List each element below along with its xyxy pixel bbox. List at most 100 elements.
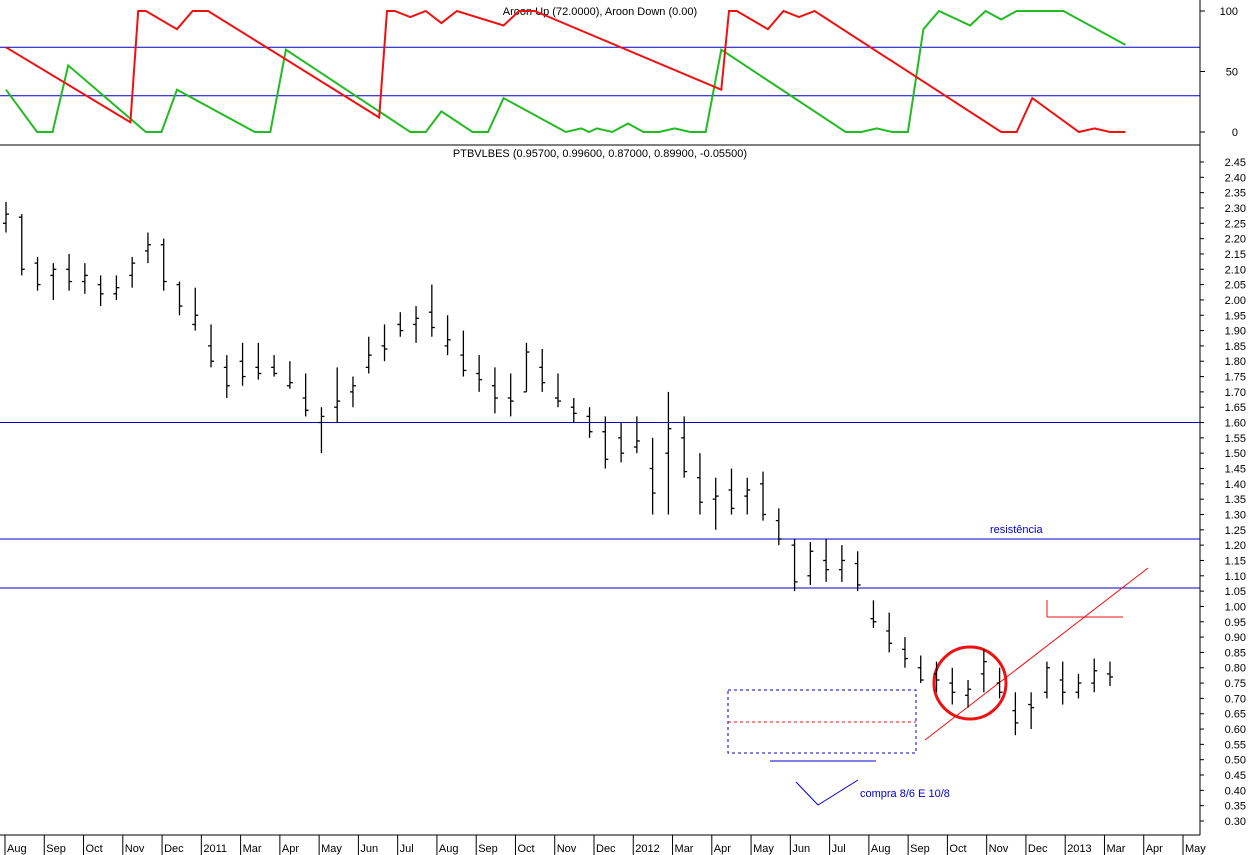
price-y-tick-label: 0.30	[1225, 816, 1246, 828]
ohlc-bar	[1075, 673, 1082, 699]
ohlc-bar	[523, 342, 530, 393]
ohlc-bar	[712, 477, 719, 530]
x-axis-tick-label: Jul	[832, 843, 846, 855]
ohlc-bar	[334, 367, 341, 423]
x-axis-tick-label: Aug	[439, 843, 459, 855]
ohlc-bar	[665, 391, 672, 515]
ohlc-bar	[144, 232, 151, 264]
price-y-tick-label: 0.80	[1225, 663, 1246, 675]
price-y-tick-label: 1.90	[1225, 326, 1246, 338]
ohlc-bar	[681, 416, 688, 478]
price-y-tick-label: 2.00	[1225, 295, 1246, 307]
price-y-tick-label: 2.40	[1225, 172, 1246, 184]
annotation-arrow	[795, 779, 859, 806]
price-y-tick-label: 2.20	[1225, 234, 1246, 246]
x-axis-tick-label: 2012	[635, 843, 659, 855]
ohlc-bar	[18, 214, 25, 276]
ohlc-bar	[223, 355, 230, 399]
ohlc-bar	[996, 667, 1003, 699]
ohlc-bar	[870, 600, 877, 628]
ohlc-bar	[97, 275, 104, 307]
price-y-tick-label: 1.35	[1225, 494, 1246, 506]
ohlc-bar	[476, 355, 483, 392]
price-title: PTBVLBES (0.95700, 0.99600, 0.87000, 0.8…	[453, 148, 747, 160]
price-y-tick-label: 0.40	[1225, 785, 1246, 797]
price-y-tick-label: 0.95	[1225, 617, 1246, 629]
ohlc-bar	[255, 342, 262, 380]
price-y-tick-label: 2.05	[1225, 280, 1246, 292]
price-y-tick-label: 2.10	[1225, 264, 1246, 276]
ohlc-bar	[744, 477, 751, 515]
ohlc-bar	[460, 330, 467, 377]
ohlc-bar	[428, 284, 435, 337]
x-axis: Aug Sep Oct Nov Dec 2011 Mar Apr May Jun Jul Aug Sep…	[4, 835, 1206, 855]
ohlc-bar	[365, 336, 372, 374]
price-y-axis: 2.45 2.40 2.35 2.30 2.25 2.20 2.15 2.10 2.05 2.00…	[1200, 157, 1246, 828]
ohlc-bar	[696, 453, 703, 515]
price-y-tick-label: 0.55	[1225, 739, 1246, 751]
x-axis-tick-label: Mar	[1106, 843, 1125, 855]
aroon-y-tick-label: 100	[1220, 6, 1238, 18]
ohlc-bar	[413, 306, 420, 343]
ohlc-bar	[286, 361, 293, 389]
x-axis-tick-label: Mar	[675, 843, 694, 855]
ohlc-bar	[602, 416, 609, 469]
ohlc-bar	[381, 324, 388, 362]
x-axis-tick-label: Aug	[871, 843, 891, 855]
ohlc-bar	[886, 612, 893, 653]
ohlc-bar	[1043, 661, 1050, 699]
price-y-tick-label: 0.60	[1225, 724, 1246, 736]
ohlc-bar	[633, 416, 640, 454]
aroon-down-line	[5, 9, 1126, 134]
ohlc-bar	[1107, 661, 1113, 687]
ohlc-bar	[66, 253, 73, 291]
ohlc-bar	[586, 407, 593, 438]
price-y-tick-label: 1.10	[1225, 571, 1246, 583]
ohlc-bar	[176, 281, 183, 316]
aroon-up-line	[5, 9, 1126, 134]
price-y-tick-label: 1.50	[1225, 448, 1246, 460]
price-y-tick-label: 1.25	[1225, 525, 1246, 537]
price-y-tick-label: 0.85	[1225, 647, 1246, 659]
uptrend-line	[924, 567, 1149, 741]
highlight-circle	[932, 645, 1008, 721]
price-y-tick-label: 2.35	[1225, 188, 1246, 200]
ohlc-bar	[791, 539, 798, 592]
ohlc-bar	[555, 373, 561, 408]
aroon-y-axis: 100 50 0	[1200, 6, 1238, 139]
ohlc-bar	[302, 373, 309, 417]
ohlc-bar	[1059, 661, 1066, 705]
ohlc-bar	[113, 275, 120, 300]
x-axis-tick-label: Jun	[360, 843, 378, 855]
price-y-tick-label: 0.35	[1225, 801, 1246, 813]
aroon-panel: Aroon Up (72.0000), Aroon Down (0.00) 10…	[0, 6, 1238, 139]
price-y-tick-label: 2.15	[1225, 249, 1246, 261]
ohlc-bar	[318, 407, 325, 454]
x-axis-tick-label: May	[1185, 843, 1206, 855]
ohlc-bar	[34, 257, 41, 291]
price-y-tick-label: 1.15	[1225, 555, 1246, 567]
price-y-tick-label: 0.50	[1225, 755, 1246, 767]
x-axis-tick-label: Dec	[164, 843, 184, 855]
x-axis-tick-label: Dec	[1028, 843, 1048, 855]
ohlc-bar	[854, 551, 861, 592]
x-axis-tick-label: Sep	[478, 843, 498, 855]
price-y-tick-label: 1.20	[1225, 540, 1246, 552]
x-axis-tick-label: Apr	[714, 843, 731, 855]
price-y-tick-label: 1.30	[1225, 509, 1246, 521]
price-y-tick-label: 1.95	[1225, 310, 1246, 322]
ohlc-bar	[570, 398, 577, 423]
price-y-tick-label: 2.30	[1225, 203, 1246, 215]
ohlc-bar	[160, 238, 167, 291]
ohlc-bar	[1091, 658, 1098, 693]
x-axis-tick-label: Apr	[1146, 843, 1163, 855]
price-y-tick-label: 1.05	[1225, 586, 1246, 598]
price-y-tick-label: 0.45	[1225, 770, 1246, 782]
x-axis-tick-label: Aug	[7, 843, 27, 855]
ohlc-bar	[239, 342, 246, 386]
price-y-tick-label: 0.75	[1225, 678, 1246, 690]
price-y-tick-label: 0.90	[1225, 632, 1246, 644]
ohlc-bar	[539, 348, 546, 392]
ohlc-bar	[81, 263, 88, 294]
